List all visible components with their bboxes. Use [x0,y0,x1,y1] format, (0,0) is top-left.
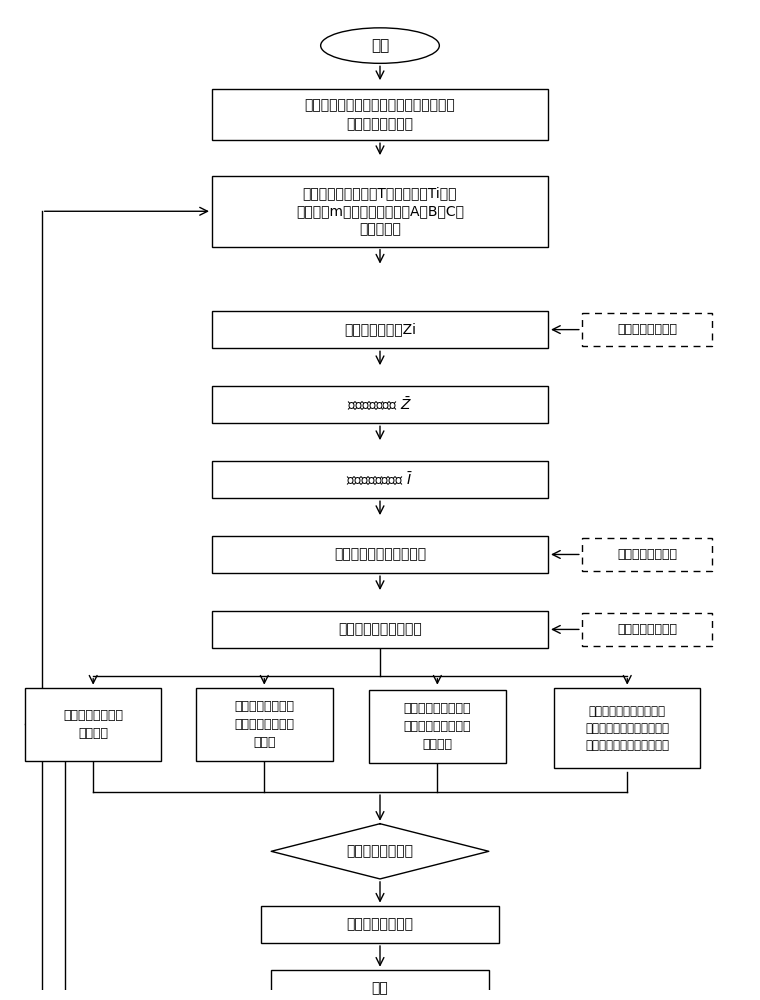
Ellipse shape [321,28,439,63]
Bar [25,688,161,761]
Text: 认为电缆线路处于过
热风险状态，仅进行
风险预警: 认为电缆线路处于过 热风险状态，仅进行 风险预警 [404,702,471,751]
Text: 累计超标持续时间: 累计超标持续时间 [347,917,413,931]
Text: 建立电缆线路以首末端电流为自变量的电
压降线性等效模型: 建立电缆线路以首末端电流为自变量的电 压降线性等效模型 [305,98,455,131]
Text: 过热风险辨识指标判断: 过热风险辨识指标判断 [338,622,422,636]
Bar [196,688,333,761]
Bar [554,688,701,768]
Bar [581,538,712,571]
Text: 是否有指标超标？: 是否有指标超标？ [347,844,413,858]
Bar [581,313,712,346]
Text: 计算三相电流均值 $\bar{I}$: 计算三相电流均值 $\bar{I}$ [347,471,413,488]
Text: 负荷水平匹配规则: 负荷水平匹配规则 [617,548,677,561]
Text: 获取电缆线路并关处T时间段内、Ti时间
间隔内的m组电缆线路首末端A、B、C电
压电流数据: 获取电缆线路并关处T时间段内、Ti时间 间隔内的m组电缆线路首末端A、B、C电 … [296,186,464,237]
Bar [369,690,505,763]
Text: 计算阻抗平均值 $\bar{Z}$: 计算阻抗平均值 $\bar{Z}$ [347,396,413,413]
Text: 认为电缆处于过热风险状
态，进行风险预警，同时需
制定过热风险预防控制策略: 认为电缆处于过热风险状 态，进行风险预警，同时需 制定过热风险预防控制策略 [585,705,670,752]
Bar [261,906,499,943]
Bar [212,311,548,348]
Text: 实时阻抗计算方法: 实时阻抗计算方法 [617,323,677,336]
Text: 电缆线路处于正常
运行状态: 电缆线路处于正常 运行状态 [63,709,123,740]
Bar [212,176,548,247]
Bar [212,611,548,648]
Text: 获取实时阻抗值Zi: 获取实时阻抗值Zi [344,323,416,337]
Text: 不认为电缆线路处
于过热风险状态，
仅报警: 不认为电缆线路处 于过热风险状态， 仅报警 [234,700,294,749]
Text: 存储: 存储 [372,981,388,995]
Bar [581,613,712,646]
Bar [212,386,548,423]
Bar [212,461,548,498]
Text: 确定电缆线路的负荷水平: 确定电缆线路的负荷水平 [334,547,426,561]
Polygon shape [271,824,489,879]
Bar [212,536,548,573]
Bar [271,970,489,1000]
Bar [212,89,548,140]
Text: 开始: 开始 [371,38,389,53]
Text: 过热风险辨识规则: 过热风险辨识规则 [617,623,677,636]
